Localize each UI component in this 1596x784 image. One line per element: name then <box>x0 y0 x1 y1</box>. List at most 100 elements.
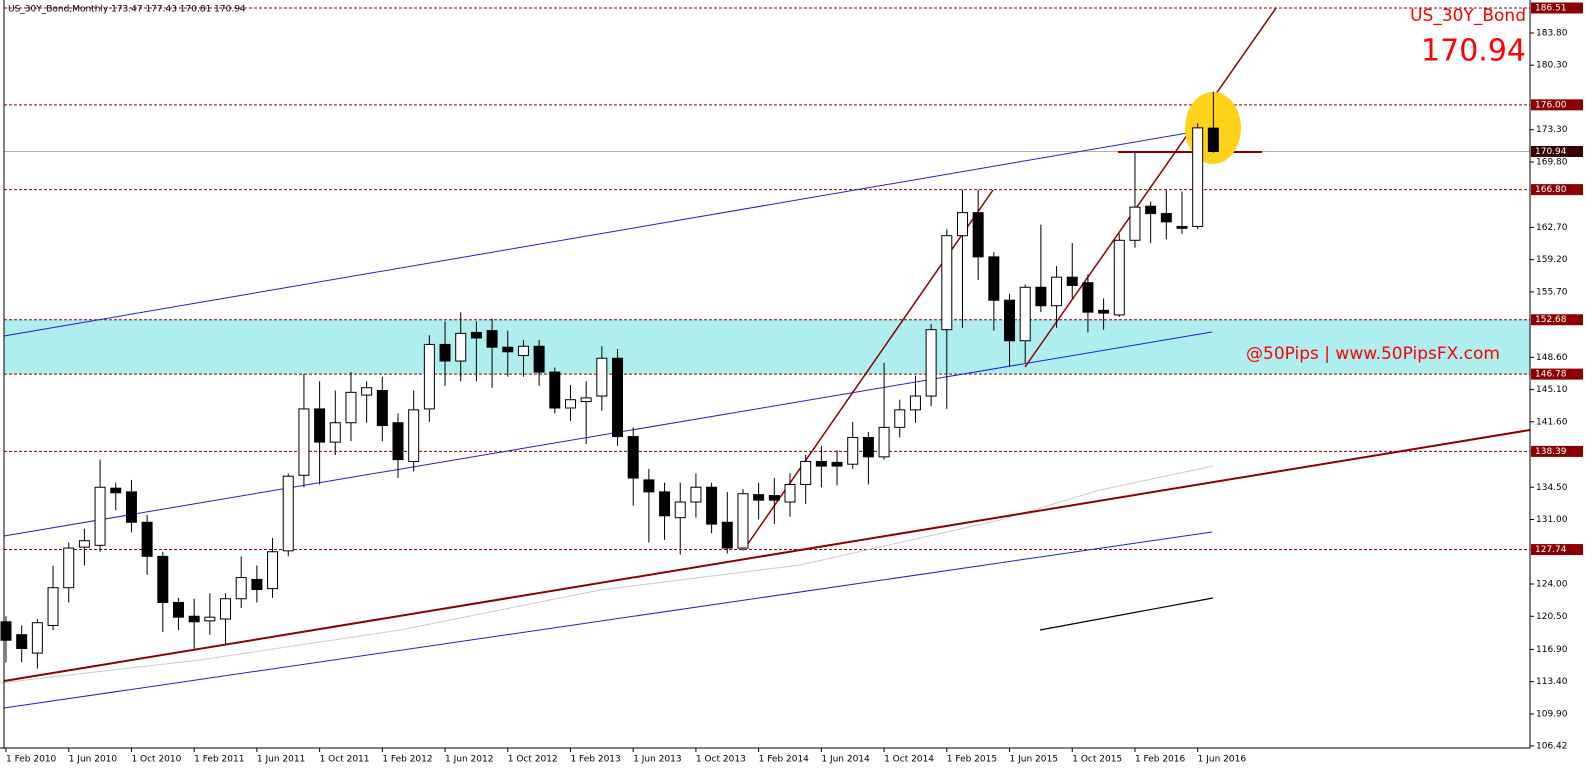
last-price: 170.94 <box>1421 34 1526 69</box>
x-tick-label: 1 Jun 2016 <box>1198 755 1247 765</box>
candle-body <box>674 501 686 519</box>
y-tick-label: 106.42 <box>1536 742 1568 752</box>
candle-body <box>298 408 310 476</box>
x-tick-label: 1 Oct 2015 <box>1072 755 1122 765</box>
level-label: 176.00 <box>1535 100 1567 110</box>
candle-body <box>1066 276 1078 286</box>
candle-body <box>141 521 153 557</box>
candle-body <box>188 615 200 623</box>
level-box <box>1531 445 1583 457</box>
candle-body <box>549 371 561 409</box>
candle-body <box>47 587 59 626</box>
candle-body <box>1035 286 1047 307</box>
candle-body <box>125 491 137 523</box>
y-tick-label: 145.10 <box>1536 385 1568 395</box>
candle-body <box>972 212 984 258</box>
level-box <box>1531 544 1583 556</box>
level-box <box>1531 184 1583 196</box>
candle-body <box>847 436 859 465</box>
candle-body <box>909 395 921 411</box>
y-tick-label: 180.30 <box>1536 61 1568 71</box>
candle-body <box>423 343 435 410</box>
x-tick-label: 1 Feb 2013 <box>570 755 620 765</box>
candle-body <box>78 540 90 548</box>
candle-body <box>1129 206 1141 241</box>
candle-body <box>63 547 75 589</box>
candle-body <box>721 521 733 549</box>
y-tick-label: 162.70 <box>1536 223 1568 233</box>
candle-body <box>455 332 467 362</box>
candle-body <box>627 436 639 479</box>
candle-body <box>16 634 28 650</box>
candle-body <box>1019 286 1031 342</box>
candle-body <box>1207 127 1219 152</box>
candle-body <box>925 329 937 397</box>
trend-line <box>3 429 1531 682</box>
candle-body <box>1176 225 1188 229</box>
candle-body <box>0 621 12 641</box>
x-tick-label: 1 Feb 2012 <box>382 755 432 765</box>
x-tick-label: 1 Feb 2011 <box>194 755 244 765</box>
y-tick-label: 120.50 <box>1536 612 1568 622</box>
level-layer <box>4 7 1530 551</box>
candle-body <box>470 331 482 339</box>
drawings <box>0 7 1531 709</box>
x-tick-label: 1 Oct 2010 <box>131 755 181 765</box>
candle-body <box>1160 213 1172 223</box>
candle-body <box>282 475 294 552</box>
y-tick-label: 113.40 <box>1536 677 1568 687</box>
candle-body <box>329 422 341 443</box>
x-tick-label: 1 Feb 2015 <box>947 755 997 765</box>
level-box <box>1531 99 1583 111</box>
y-tick-label: 155.70 <box>1536 287 1568 297</box>
candle-body <box>862 436 874 458</box>
candle-body <box>784 483 796 503</box>
candle-body <box>502 346 514 353</box>
x-tick-label: 1 Jun 2014 <box>821 755 870 765</box>
candle-body <box>564 399 576 409</box>
candle-body <box>800 460 812 485</box>
candle-body <box>596 357 608 397</box>
chart-title: US_30Y_Bond <box>1410 6 1526 26</box>
watermark: @50Pips | www.50PipsFX.com <box>1246 344 1500 364</box>
level-box <box>1531 2 1583 14</box>
candle-body <box>1098 309 1110 314</box>
candle-body <box>533 345 545 373</box>
candle-body <box>517 345 529 356</box>
candle-body <box>408 409 420 462</box>
x-tick-label: 1 Feb 2010 <box>6 755 57 765</box>
zone-layer <box>4 319 1530 375</box>
y-tick-label: 134.50 <box>1536 483 1568 493</box>
y-tick-label: 141.60 <box>1536 417 1568 427</box>
trend-line <box>1024 7 1277 368</box>
candle-body <box>706 486 718 525</box>
moving-average <box>1039 597 1214 631</box>
level-box <box>1531 145 1583 157</box>
y-tick-label: 124.00 <box>1536 580 1568 590</box>
level-label: 146.78 <box>1535 370 1567 380</box>
candle-body <box>267 551 279 590</box>
level-box <box>1531 368 1583 380</box>
candle-body <box>157 555 169 603</box>
x-tick-label: 1 Oct 2014 <box>884 755 934 765</box>
candle-body <box>941 235 953 331</box>
y-tick-label: 173.30 <box>1536 125 1568 135</box>
candle-body <box>235 577 247 600</box>
candle-body <box>659 491 671 517</box>
x-tick-label: 1 Jun 2013 <box>633 755 681 765</box>
level-label: 170.94 <box>1535 147 1567 157</box>
candle-body <box>1082 282 1094 313</box>
level-label: 186.51 <box>1535 4 1567 14</box>
x-tick-label: 1 Oct 2013 <box>696 755 746 765</box>
trend-line <box>3 129 1206 337</box>
candle-body <box>94 486 106 546</box>
y-tick-label: 159.20 <box>1536 255 1568 265</box>
candle-body <box>204 616 216 622</box>
candle-body <box>878 426 890 458</box>
trend-line <box>3 331 1213 537</box>
candle-body <box>1113 239 1125 316</box>
level-label: 166.80 <box>1535 185 1567 195</box>
y-tick-label: 183.80 <box>1536 28 1568 38</box>
